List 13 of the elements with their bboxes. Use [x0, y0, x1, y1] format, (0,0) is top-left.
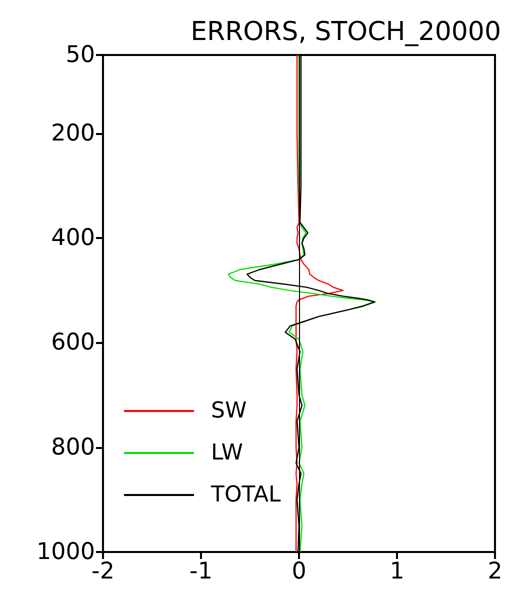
x-tick-label: 2 — [488, 558, 502, 584]
y-tick-label: 600 — [51, 330, 95, 356]
y-tick-label: 200 — [51, 120, 95, 146]
x-tick-label: 0 — [292, 558, 306, 584]
y-tick-label: 400 — [51, 225, 95, 252]
legend-label: SW — [211, 398, 247, 424]
chart-title: ERRORS, STOCH_20000 — [190, 17, 502, 47]
y-tick-label: 50 — [66, 42, 95, 68]
y-tick-label: 800 — [51, 434, 95, 460]
legend-label: TOTAL — [210, 482, 282, 508]
legend-label: LW — [211, 440, 244, 466]
x-tick-label: 1 — [390, 558, 404, 584]
x-tick-label: -1 — [190, 558, 212, 584]
